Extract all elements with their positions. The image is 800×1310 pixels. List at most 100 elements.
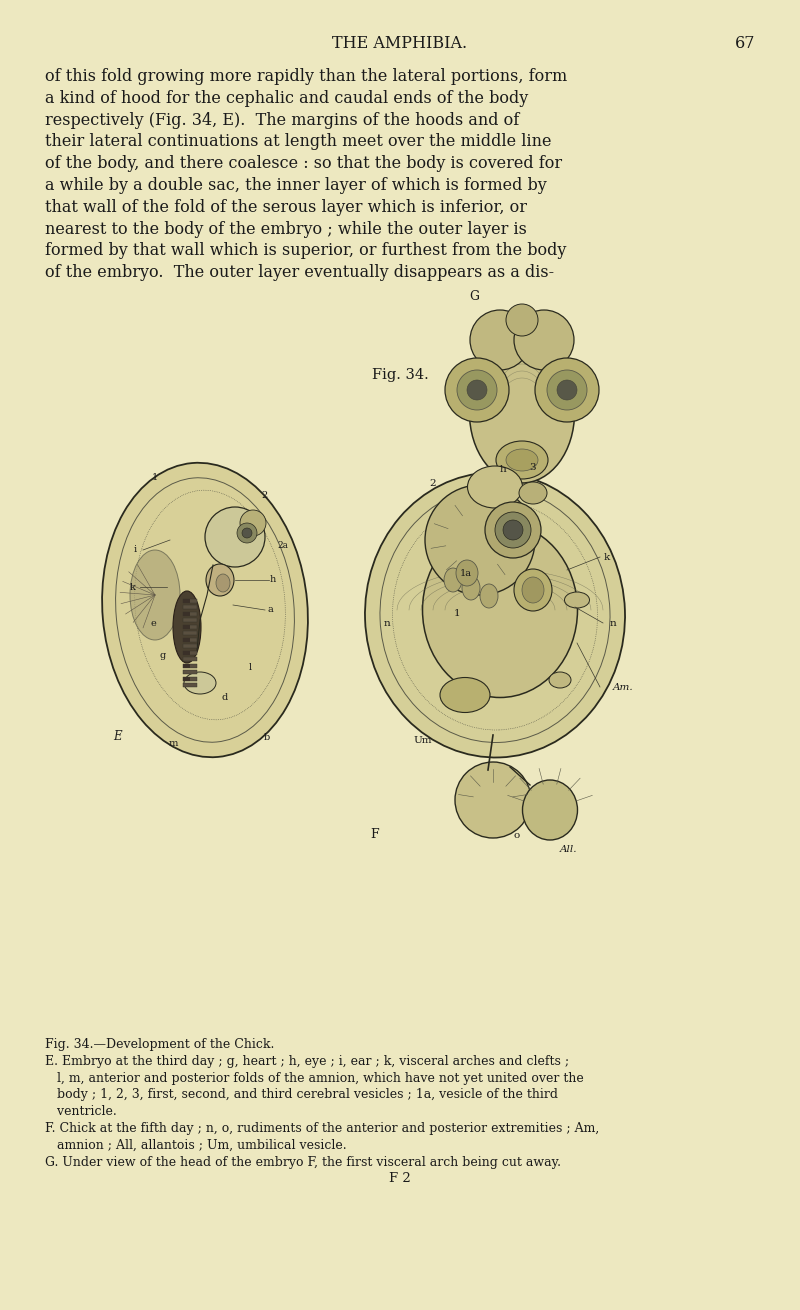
Text: of the body, and there coalesce : so that the body is covered for: of the body, and there coalesce : so tha… (45, 155, 562, 172)
Text: their lateral continuations at length meet over the middle line: their lateral continuations at length me… (45, 134, 551, 151)
Bar (183, 663, 190, 668)
Ellipse shape (522, 576, 544, 603)
Bar (183, 605, 197, 609)
Text: a: a (267, 605, 273, 614)
Ellipse shape (462, 576, 480, 600)
Ellipse shape (565, 592, 590, 608)
Text: of the embryo.  The outer layer eventually disappears as a dis-: of the embryo. The outer layer eventuall… (45, 265, 554, 282)
Bar (183, 683, 197, 686)
Bar (183, 599, 190, 603)
Text: 2a: 2a (277, 541, 288, 549)
Text: k: k (604, 553, 610, 562)
Circle shape (485, 502, 541, 558)
Ellipse shape (365, 473, 625, 757)
Text: body ; 1, 2, 3, first, second, and third cerebral vesicles ; 1a, vesicle of the : body ; 1, 2, 3, first, second, and third… (45, 1089, 558, 1102)
Circle shape (237, 523, 257, 544)
Ellipse shape (480, 584, 498, 608)
Ellipse shape (216, 574, 230, 592)
Bar (183, 618, 197, 622)
Ellipse shape (206, 565, 234, 596)
Text: l: l (249, 663, 251, 672)
Ellipse shape (444, 569, 462, 592)
Text: h: h (500, 465, 506, 474)
Text: 3: 3 (530, 462, 536, 472)
Ellipse shape (522, 779, 578, 840)
Ellipse shape (173, 591, 201, 663)
Text: o: o (514, 831, 520, 840)
Bar (183, 638, 197, 642)
Circle shape (455, 762, 531, 838)
Text: l, m, anterior and posterior folds of the amnion, which have not yet united over: l, m, anterior and posterior folds of th… (45, 1072, 584, 1085)
Text: All.: All. (560, 845, 578, 854)
Text: formed by that wall which is superior, or furthest from the body: formed by that wall which is superior, o… (45, 242, 566, 259)
Text: THE AMPHIBIA.: THE AMPHIBIA. (333, 35, 467, 52)
Text: Fig. 34.: Fig. 34. (372, 368, 428, 383)
Text: 1: 1 (152, 473, 158, 482)
Circle shape (205, 507, 265, 567)
Bar (183, 676, 190, 680)
Bar (183, 599, 197, 603)
Text: 2: 2 (430, 478, 436, 487)
Text: G. Under view of the head of the embryo F, the first visceral arch being cut awa: G. Under view of the head of the embryo … (45, 1155, 561, 1169)
Bar (183, 645, 197, 648)
Text: Fig. 34.—Development of the Chick.: Fig. 34.—Development of the Chick. (45, 1038, 274, 1051)
Circle shape (467, 380, 487, 400)
Ellipse shape (467, 466, 522, 508)
Bar (183, 663, 197, 668)
Circle shape (457, 369, 497, 410)
Circle shape (242, 528, 252, 538)
Text: 1: 1 (454, 609, 460, 617)
Ellipse shape (470, 343, 574, 483)
Bar (183, 625, 190, 629)
Bar (183, 612, 197, 616)
Text: G: G (469, 291, 479, 304)
Circle shape (506, 304, 538, 335)
Ellipse shape (519, 482, 547, 504)
Circle shape (445, 358, 509, 422)
Ellipse shape (514, 569, 552, 610)
Text: e: e (150, 618, 156, 627)
Circle shape (495, 512, 531, 548)
Text: k: k (130, 583, 136, 592)
Ellipse shape (184, 672, 216, 694)
Text: F 2: F 2 (389, 1172, 411, 1186)
Bar (183, 612, 190, 616)
Ellipse shape (506, 449, 538, 472)
Text: 1a: 1a (460, 569, 472, 578)
Bar (183, 651, 197, 655)
Circle shape (425, 485, 535, 595)
Text: d: d (222, 693, 228, 701)
Circle shape (547, 369, 587, 410)
Circle shape (240, 510, 266, 536)
Text: F. Chick at the fifth day ; n, o, rudiments of the anterior and posterior extrem: F. Chick at the fifth day ; n, o, rudime… (45, 1121, 599, 1134)
Text: 2: 2 (262, 490, 268, 499)
Text: a while by a double sac, the inner layer of which is formed by: a while by a double sac, the inner layer… (45, 177, 546, 194)
Text: m: m (168, 739, 178, 748)
Bar (183, 638, 190, 642)
Bar (183, 625, 197, 629)
Text: ventricle.: ventricle. (45, 1106, 117, 1119)
Circle shape (514, 310, 574, 369)
Text: b: b (264, 732, 270, 741)
Ellipse shape (422, 523, 578, 697)
Text: g: g (160, 651, 166, 659)
Text: that wall of the fold of the serous layer which is inferior, or: that wall of the fold of the serous laye… (45, 199, 527, 216)
Text: i: i (134, 545, 137, 554)
Ellipse shape (496, 441, 548, 479)
Text: n: n (610, 618, 616, 627)
Text: amnion ; All, allantois ; Um, umbilical vesicle.: amnion ; All, allantois ; Um, umbilical … (45, 1138, 346, 1151)
Bar (183, 676, 197, 680)
Ellipse shape (102, 462, 308, 757)
Circle shape (503, 520, 523, 540)
Text: Um: Um (414, 735, 432, 744)
Bar (183, 651, 190, 655)
Text: respectively (Fig. 34, E).  The margins of the hoods and of: respectively (Fig. 34, E). The margins o… (45, 111, 519, 128)
Text: nearest to the body of the embryo ; while the outer layer is: nearest to the body of the embryo ; whil… (45, 220, 527, 237)
Text: h: h (270, 575, 276, 584)
Ellipse shape (456, 559, 478, 586)
Circle shape (470, 310, 530, 369)
Bar (183, 669, 197, 675)
Text: a kind of hood for the cephalic and caudal ends of the body: a kind of hood for the cephalic and caud… (45, 90, 528, 107)
Text: E. Embryo at the third day ; g, heart ; h, eye ; i, ear ; k, visceral arches and: E. Embryo at the third day ; g, heart ; … (45, 1055, 569, 1068)
Circle shape (535, 358, 599, 422)
